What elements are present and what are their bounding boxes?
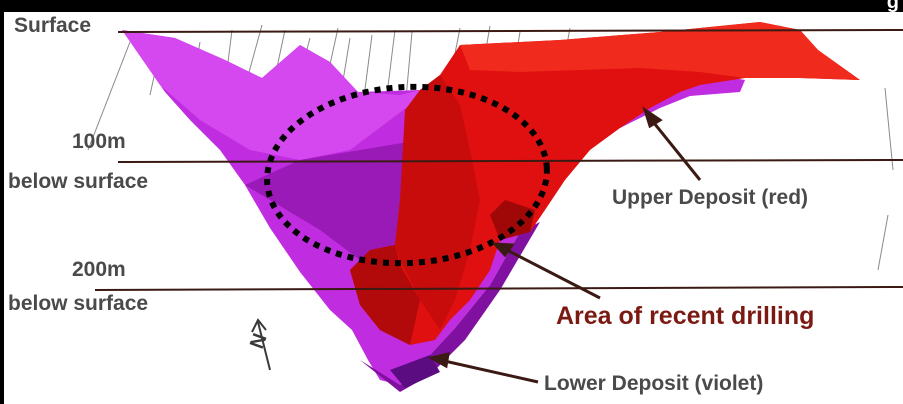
lower-deposit-arrow: [439, 358, 539, 384]
north-arrow-icon: [251, 318, 271, 371]
depth-200m-line: [94, 286, 903, 291]
depth-200m-text: below surface: [8, 292, 149, 315]
lower-deposit-label: Lower Deposit (violet): [544, 372, 764, 395]
upper-deposit-body: [350, 22, 860, 345]
north-arrow-letter: N: [246, 331, 272, 352]
depth-200m-value: 200m: [72, 258, 126, 281]
drilling-area-label: Area of recent drilling: [556, 302, 815, 330]
depth-100m-value: 100m: [72, 130, 126, 153]
top-header-bar: g: [0, 0, 903, 13]
surface-line: [117, 29, 903, 33]
depth-100m-text: below surface: [8, 170, 149, 193]
upper-deposit-label: Upper Deposit (red): [612, 186, 809, 209]
header-cut-text: g: [886, 0, 899, 13]
upper-deposit-arrow: [648, 117, 702, 181]
callout-arrows: [428, 106, 702, 384]
depth-100m-line: [117, 159, 903, 163]
surface-label: Surface: [14, 14, 92, 37]
left-frame-edge: [0, 0, 4, 404]
drilling-area-ellipse: [264, 83, 550, 267]
depth-lines: [94, 29, 903, 291]
drilling-arrow: [502, 246, 601, 300]
